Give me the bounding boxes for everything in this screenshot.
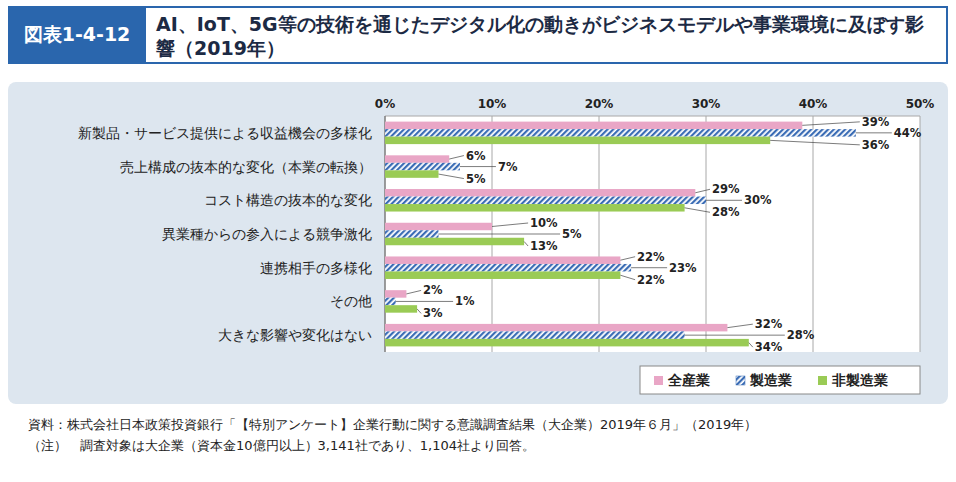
bar	[385, 271, 620, 279]
leader-line	[620, 275, 635, 280]
legend-box	[640, 366, 920, 394]
leader-line	[396, 301, 453, 302]
data-label: 32%	[755, 317, 783, 331]
data-label: 28%	[787, 328, 815, 342]
panel	[8, 82, 948, 404]
leader-line	[460, 166, 496, 167]
leader-line	[439, 234, 561, 235]
bar	[385, 197, 706, 205]
data-label: 34%	[755, 340, 783, 354]
bar	[385, 129, 856, 137]
chart: 0% 10% 20% 30% 40% 50% 新製品・サービス提供による収益機会の多様化 39…	[0, 0, 956, 482]
bar	[385, 339, 749, 347]
data-label: 5%	[562, 227, 582, 241]
grid-line	[599, 116, 600, 352]
data-label: 22%	[637, 273, 665, 287]
leader-line	[524, 242, 528, 247]
data-label: 44%	[894, 126, 922, 140]
leader-line	[449, 156, 464, 160]
legend-swatch	[736, 376, 745, 385]
plot-area	[385, 116, 920, 352]
data-label: 23%	[669, 261, 697, 275]
tick-label: 50%	[906, 97, 935, 111]
data-label: 22%	[637, 250, 665, 264]
category-label: 新製品・サービス提供による収益機会の多様化	[78, 125, 372, 141]
data-label: 5%	[466, 172, 486, 186]
bar	[385, 230, 439, 238]
leader-line	[406, 290, 421, 294]
note: 資料：株式会社日本政策投資銀行「【特別アンケート】企業行動に関する意識調査結果（…	[28, 414, 948, 435]
leader-line	[856, 132, 892, 133]
bar	[385, 223, 492, 231]
leader-line	[802, 122, 860, 126]
bars	[385, 122, 856, 347]
title: AI、IoT、5G等の技術を通じたデジタル化の動きがビジネスモデルや事業環境に及…	[146, 6, 948, 64]
bar	[385, 137, 770, 145]
category-label: コスト構造の抜本的な変化	[204, 192, 372, 208]
tick-label: 40%	[799, 97, 828, 111]
legend-label: 全産業	[667, 372, 710, 388]
bar	[385, 238, 524, 246]
bar	[385, 163, 460, 171]
category-label: 大きな影響や変化はない	[218, 327, 372, 343]
data-label: 2%	[423, 283, 443, 297]
bar	[385, 204, 685, 212]
grid-line	[813, 116, 814, 352]
category-label: その他	[330, 293, 372, 309]
data-label: 39%	[862, 115, 890, 129]
axis-range-line	[385, 116, 920, 117]
bar	[385, 298, 396, 306]
leader-line	[685, 208, 710, 213]
legend-swatch	[818, 376, 827, 385]
legend-label: 製造業	[749, 372, 792, 388]
leader-line	[417, 309, 421, 314]
data-label: 36%	[862, 138, 890, 152]
tick-label: 10%	[478, 97, 507, 111]
data-label: 10%	[530, 216, 558, 230]
legend-swatch	[654, 376, 663, 385]
leader-line	[620, 257, 635, 261]
bar	[385, 122, 802, 130]
category-label: 連携相手の多様化	[260, 260, 372, 276]
leader-line	[695, 189, 710, 193]
bar	[385, 155, 449, 163]
bar	[385, 290, 406, 298]
labels: 新製品・サービス提供による収益機会の多様化 39% 44% 36% 売上構成の抜本的な変…	[78, 115, 922, 354]
data-label: 3%	[423, 306, 443, 320]
bar	[385, 331, 685, 339]
data-label: 30%	[744, 193, 772, 207]
leader-line	[439, 174, 464, 179]
data-label: 29%	[712, 182, 740, 196]
leader-line	[706, 200, 742, 201]
category-label: 売上構成の抜本的な変化（本業の転換）	[120, 159, 372, 175]
grid-line	[920, 116, 921, 352]
tick-label: 0%	[375, 97, 395, 111]
note: （注） 調査対象は大企業（資本金10億円以上）3,141社であり、1,104社よ…	[28, 435, 948, 456]
bar	[385, 189, 695, 197]
notes: 資料：株式会社日本政策投資銀行「【特別アンケート】企業行動に関する意識調査結果（…	[28, 414, 948, 456]
data-label: 1%	[455, 294, 475, 308]
leader-line	[770, 140, 860, 145]
grid-line	[706, 116, 707, 352]
data-label: 13%	[530, 239, 558, 253]
leader-line	[631, 267, 667, 268]
legend-label: 非製造業	[831, 372, 888, 388]
leader-line	[749, 343, 753, 348]
data-label: 28%	[712, 205, 740, 219]
figure-number: 図表1-4-12	[8, 6, 146, 64]
tick-label: 30%	[692, 97, 721, 111]
leader-line	[685, 335, 785, 336]
bar	[385, 324, 727, 332]
bar	[385, 170, 439, 178]
tick-label: 20%	[585, 97, 614, 111]
bar	[385, 305, 417, 313]
data-label: 6%	[466, 149, 486, 163]
category-label: 異業種からの参入による競争激化	[162, 226, 372, 242]
bar	[385, 256, 620, 264]
leader-line	[727, 324, 752, 328]
bar	[385, 264, 631, 272]
leader-line	[492, 223, 528, 227]
data-label: 7%	[498, 160, 518, 174]
